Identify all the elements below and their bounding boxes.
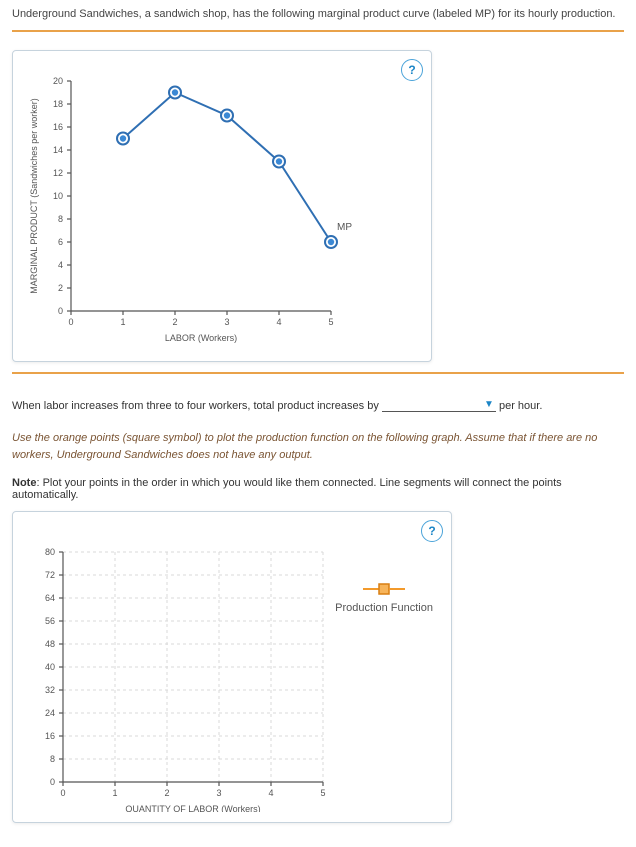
svg-text:16: 16 (45, 731, 55, 741)
svg-text:0: 0 (50, 777, 55, 787)
svg-text:2: 2 (164, 788, 169, 798)
svg-text:40: 40 (45, 662, 55, 672)
svg-text:0: 0 (68, 317, 73, 327)
svg-text:3: 3 (224, 317, 229, 327)
svg-text:16: 16 (53, 122, 63, 132)
svg-text:4: 4 (58, 260, 63, 270)
chevron-down-icon: ▼ (484, 399, 494, 410)
answer-dropdown[interactable]: ▼ (382, 398, 496, 412)
svg-text:2: 2 (58, 283, 63, 293)
svg-text:56: 56 (45, 616, 55, 626)
pf-chart-panel: ? 0 8 16 24 32 40 48 56 64 72 80 0 1 2 3 4 5 QUANTITY OF … (12, 511, 452, 823)
svg-text:20: 20 (53, 76, 63, 86)
svg-text:32: 32 (45, 685, 55, 695)
svg-text:0: 0 (58, 306, 63, 316)
svg-text:LABOR (Workers): LABOR (Workers) (165, 333, 237, 343)
separator-top (12, 30, 624, 32)
svg-text:1: 1 (112, 788, 117, 798)
note-text: Note: Plot your points in the order in w… (12, 477, 624, 501)
svg-text:18: 18 (53, 99, 63, 109)
svg-text:10: 10 (53, 191, 63, 201)
mp-chart: 02468101214161820012345LABOR (Workers)MA… (23, 61, 383, 351)
svg-text:64: 64 (45, 593, 55, 603)
plot-instruction: Use the orange points (square symbol) to… (12, 430, 624, 463)
svg-text:14: 14 (53, 145, 63, 155)
pf-chart[interactable]: 0 8 16 24 32 40 48 56 64 72 80 0 1 2 3 4 5 QUANTITY OF LA… (23, 522, 433, 812)
svg-text:6: 6 (58, 237, 63, 247)
svg-text:72: 72 (45, 570, 55, 580)
question-suffix: per hour. (499, 400, 542, 412)
help-icon[interactable]: ? (421, 520, 443, 542)
svg-text:12: 12 (53, 168, 63, 178)
svg-text:MP: MP (337, 222, 352, 233)
svg-text:4: 4 (276, 317, 281, 327)
svg-text:5: 5 (320, 788, 325, 798)
separator-bottom (12, 372, 624, 374)
note-bold: Note (12, 477, 36, 489)
svg-text:2: 2 (172, 317, 177, 327)
svg-text:MARGINAL PRODUCT (Sandwiches p: MARGINAL PRODUCT (Sandwiches per worker) (29, 98, 39, 294)
svg-text:80: 80 (45, 547, 55, 557)
question-prefix: When labor increases from three to four … (12, 400, 382, 412)
intro-text: Underground Sandwiches, a sandwich shop,… (12, 8, 624, 20)
svg-text:1: 1 (120, 317, 125, 327)
svg-text:24: 24 (45, 708, 55, 718)
svg-text:0: 0 (60, 788, 65, 798)
svg-text:48: 48 (45, 639, 55, 649)
help-icon[interactable]: ? (401, 59, 423, 81)
svg-text:8: 8 (58, 214, 63, 224)
svg-text:4: 4 (268, 788, 273, 798)
pf-legend-label: Production Function (335, 602, 433, 614)
pf-legend-marker (361, 582, 407, 596)
pf-legend[interactable]: Production Function (335, 582, 433, 614)
mp-chart-panel: ? 02468101214161820012345LABOR (Workers)… (12, 50, 432, 362)
svg-text:3: 3 (216, 788, 221, 798)
svg-text:8: 8 (50, 754, 55, 764)
svg-text:QUANTITY OF LABOR (Workers): QUANTITY OF LABOR (Workers) (125, 804, 260, 812)
note-body: : Plot your points in the order in which… (12, 477, 562, 501)
fill-blank-question: When labor increases from three to four … (12, 398, 624, 412)
svg-text:5: 5 (328, 317, 333, 327)
